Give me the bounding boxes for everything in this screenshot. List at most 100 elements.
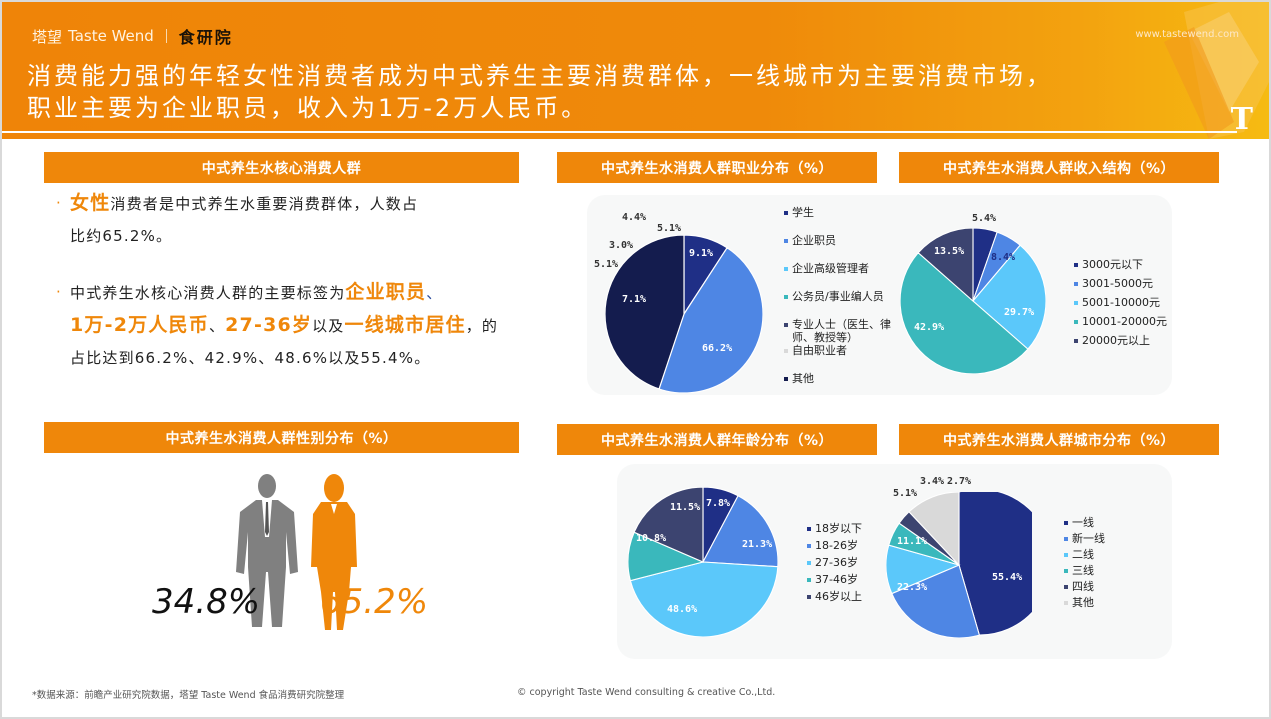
legend-label: 二线 [1072,548,1094,561]
pie-label: 3.4% [920,476,945,487]
pie-label: 21.3% [742,539,773,550]
brand-logo: 塔望 Taste Wend 食研院 [32,24,233,48]
legend-label: 三线 [1072,564,1094,577]
legend-swatch [807,544,811,548]
male-silhouette-icon [236,474,298,627]
pie-label: 29.7% [1004,307,1035,318]
legend-item: 三线 [1064,564,1124,577]
legend-label: 专业人士（医生、律师、教授等） [792,318,891,344]
legend-swatch [807,527,811,531]
legend-item: 专业人士（医生、律师、教授等） [784,318,894,344]
legend-swatch [784,211,788,215]
pie-label: 48.6% [667,604,698,615]
text: 、 [426,284,443,302]
title-line-2: 职业主要为企业职员，收入为1万-2万人民币。 [27,94,589,122]
legend-label: 18岁以下 [815,522,862,535]
legend-label: 10001-20000元 [1082,315,1167,328]
legend-item: 3001-5000元 [1074,277,1184,290]
legend-label: 一线 [1072,516,1094,529]
core-text-block: · 女性消费者是中式养生水重要消费群体，人数占 比约65.2%。 · 中式养生水… [56,187,528,374]
legend-label: 3000元以下 [1082,258,1143,271]
data-source-note: *数据来源：前瞻产业研究院数据，塔望 Taste Wend 食品消费研究院整理 [32,690,345,701]
pie-label: 3.0% [609,240,634,251]
text: 消费者是中式养生水重要消费群体，人数占 [110,195,419,213]
legend-swatch [784,295,788,299]
legend-label: 其他 [792,372,814,385]
legend-item: 18岁以下 [807,522,887,535]
income-pie-chart [900,228,1046,374]
age-chart-title: 中式养生水消费人群年龄分布（%） [557,424,877,455]
legend-swatch [1064,601,1068,605]
pie-label: 8.4% [991,252,1016,263]
header-rule [2,131,1237,133]
pie-label: 10.8% [636,533,667,544]
legend-item: 公务员/事业编人员 [784,290,894,303]
legend-label: 自由职业者 [792,344,847,357]
pie-label: 2.7% [947,476,972,487]
legend-item: 37-46岁 [807,573,887,586]
age-legend: 18岁以下 18-26岁 27-36岁 37-46岁 46岁以上 [807,522,887,603]
legend-swatch [1074,263,1078,267]
text: 中式养生水核心消费人群的主要标签为 [70,284,346,302]
brand-divider [165,29,167,43]
legend-label: 新一线 [1072,532,1105,545]
pie-label: 42.9% [914,322,945,333]
legend-item: 5001-10000元 [1074,296,1184,309]
title-line-1: 消费能力强的年轻女性消费者成为中式养生主要消费群体，一线城市为主要消费市场， [27,62,1053,90]
legend-label: 20000元以上 [1082,334,1150,347]
legend-item: 其他 [1064,596,1124,609]
age-pie-chart [628,487,778,637]
legend-label: 公务员/事业编人员 [792,290,884,303]
legend-swatch [1064,569,1068,573]
highlight-female: 女性 [70,192,111,214]
legend-label: 27-36岁 [815,556,858,569]
legend-label: 46岁以上 [815,590,862,603]
logo-decoration-icon [1164,2,1269,139]
pie-label: 22.3% [897,582,928,593]
paragraph-tags: · 中式养生水核心消费人群的主要标签为企业职员、 1万-2万人民币、27-36岁… [56,276,528,374]
legend-swatch [1064,585,1068,589]
income-chart-title: 中式养生水消费人群收入结构（%） [899,152,1219,183]
legend-label: 企业职员 [792,234,836,247]
legend-item: 其他 [784,372,894,385]
text: 以及 [312,317,345,335]
brand-en: Taste Wend [68,27,154,45]
city-legend: 一线 新一线 二线 三线 四线 其他 [1064,516,1124,609]
legend-swatch [807,578,811,582]
pie-label: 7.1% [622,294,647,305]
occupation-pie-chart [605,235,763,393]
legend-swatch [784,239,788,243]
legend-swatch [1074,301,1078,305]
highlight-occupation: 企业职员 [345,281,427,303]
paragraph-female: · 女性消费者是中式养生水重要消费群体，人数占 比约65.2%。 [56,187,528,252]
legend-label: 3001-5000元 [1082,277,1153,290]
legend-swatch [1064,521,1068,525]
highlight-city: 一线城市居住 [344,314,466,336]
copyright-note: © copyright Taste Wend consulting & crea… [517,687,776,698]
pie-label: 5.1% [594,259,619,270]
pie-label: 11.5% [670,502,701,513]
pie-label: 55.4% [992,572,1023,583]
pie-label: 5.1% [893,488,918,499]
female-percentage: 65.2% [320,582,429,622]
text: 比约65.2%。 [70,227,173,245]
city-pie-chart [886,492,1032,638]
legend-swatch [784,349,788,353]
gender-section-title: 中式养生水消费人群性别分布（%） [44,422,519,453]
legend-label: 18-26岁 [815,539,858,552]
legend-item: 18-26岁 [807,539,887,552]
occupation-chart-title: 中式养生水消费人群职业分布（%） [557,152,877,183]
pie-label: 7.8% [706,498,731,509]
legend-label: 四线 [1072,580,1094,593]
legend-item: 27-36岁 [807,556,887,569]
female-silhouette-icon [311,474,357,630]
legend-swatch [784,377,788,381]
legend-item: 46岁以上 [807,590,887,603]
legend-item: 20000元以上 [1074,334,1184,347]
legend-swatch [807,595,811,599]
pie-label: 4.4% [622,212,647,223]
legend-item: 10001-20000元 [1074,315,1184,328]
legend-item: 一线 [1064,516,1124,529]
legend-swatch [1064,537,1068,541]
occupation-legend: 学生 企业职员 企业高级管理者 公务员/事业编人员 专业人士（医生、律师、教授等… [784,206,894,385]
